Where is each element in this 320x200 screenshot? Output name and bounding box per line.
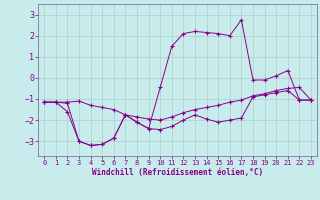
- X-axis label: Windchill (Refroidissement éolien,°C): Windchill (Refroidissement éolien,°C): [92, 168, 263, 177]
